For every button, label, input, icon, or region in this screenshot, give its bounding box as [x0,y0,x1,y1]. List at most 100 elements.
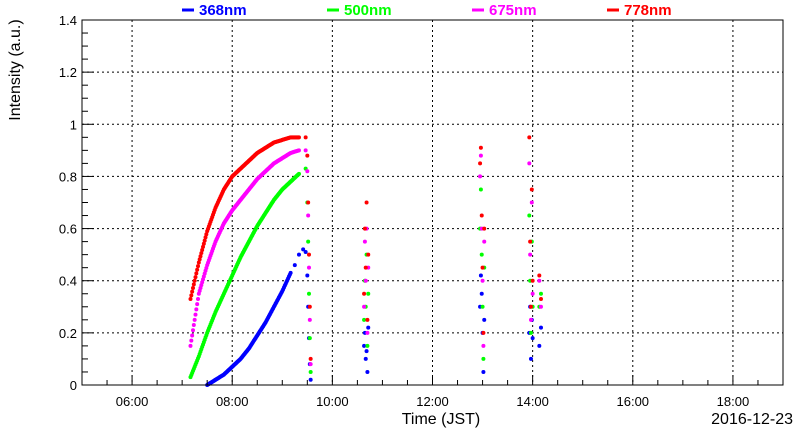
data-point [528,304,533,309]
data-point [306,200,311,205]
data-point [191,282,196,287]
data-point [362,291,367,296]
data-point [201,241,206,246]
data-point [480,304,485,309]
x-axis-ticks: 06:00 08:00 10:00 12:00 14:00 16:00 18:00 [81,375,784,409]
data-point [527,135,532,140]
data-point [192,278,197,283]
x-tick-label: 12:00 [416,394,449,409]
data-point [296,171,301,176]
data-point [481,356,486,361]
legend-item-778nm: 778nm [607,2,672,19]
data-point [301,247,306,252]
data-point [194,271,199,276]
y-tick-label: 0.4 [59,274,77,289]
data-point [190,289,195,294]
legend-label: 778nm [624,2,672,19]
y-tick-label: 0.8 [59,169,77,184]
data-point [527,161,532,166]
data-point [199,251,204,256]
data-point [528,356,533,361]
data-point [189,293,194,298]
legend-item-368nm: 368nm [182,2,247,19]
date-label: 2016-12-23 [711,411,793,428]
x-tick-label: 18:00 [717,394,750,409]
data-point [478,174,483,179]
data-point [308,356,313,361]
data-point [188,343,193,348]
data-point [303,250,308,255]
data-point [190,286,195,291]
data-point [538,296,543,301]
data-point [203,235,208,240]
data-point [366,252,371,257]
data-point [195,267,200,272]
y-tick-label: 1.2 [59,65,77,80]
data-point [296,148,301,153]
data-point [292,263,297,268]
y-tick-label: 1.4 [59,13,77,28]
data-point [308,377,313,382]
data-point [530,291,535,296]
x-tick-label: 08:00 [216,394,249,409]
data-point [480,278,485,283]
series-500nm [188,166,543,380]
data-point [529,187,534,192]
grid-lines [82,20,783,385]
data-point [195,302,200,307]
data-point [190,328,195,333]
legend-label: 675nm [489,2,537,19]
data-point [362,239,367,244]
data-point [306,239,311,244]
data-point [537,278,542,283]
x-tick-label: 10:00 [316,394,349,409]
y-axis-ticks: 0 0.2 0.4 0.6 0.8 1 1.2 1.4 [59,13,94,393]
data-point [528,330,533,335]
data-point [195,296,200,301]
data-point [296,252,301,257]
data-point [288,270,293,275]
data-point [538,325,543,330]
data-point [364,349,369,354]
data-point [478,161,483,166]
data-point [307,336,312,341]
series-368nm [205,247,543,387]
data-point [197,257,202,262]
data-point [188,296,193,301]
data-point [481,343,486,348]
legend-label: 368nm [199,2,247,19]
data-point [482,239,487,244]
data-point [308,362,313,367]
data-point [364,200,369,205]
data-point [362,226,367,231]
data-point [530,336,535,341]
data-point [365,369,370,374]
data-point [362,304,367,309]
data-point [190,333,195,338]
data-point [194,307,199,312]
x-tick-label: 16:00 [617,394,650,409]
data-point [308,369,313,374]
data-point [306,213,311,218]
data-point [189,338,194,343]
data-point [481,369,486,374]
data-point [204,232,209,237]
data-point [192,317,197,322]
y-tick-label: 0.6 [59,222,77,237]
data-point [529,200,534,205]
data-point [201,244,206,249]
data-point [363,356,368,361]
data-point [306,252,311,257]
data-point [537,273,542,278]
series-675nm [188,148,543,367]
data-point [362,317,367,322]
data-point [365,343,370,348]
data-point [482,226,487,231]
data-point [202,238,207,243]
data-point [479,213,484,218]
data-point [365,330,370,335]
data-point [306,265,311,270]
data-point [479,291,484,296]
y-tick-label: 0 [70,378,77,393]
